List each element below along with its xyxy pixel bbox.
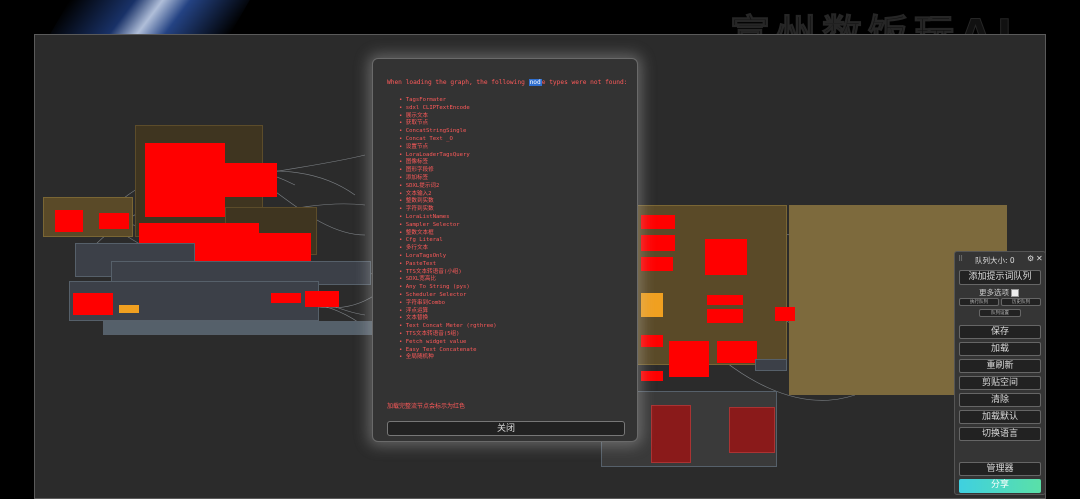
missing-node-item: 展示文本 [399,113,497,121]
missing-node-item: Any To String (pys) [399,284,497,292]
share-button[interactable]: 分享 [959,479,1041,493]
queue-panel: ⠿ 队列大小: 0 ⚙ ✕ 添加提示词队列 更多选项 执行队列 历史队列 队列设… [954,251,1046,495]
missing-node-item: 整数文本框 [399,230,497,238]
missing-node-item: 多行文本 [399,245,497,253]
missing-node[interactable] [221,163,277,197]
dialog-footer-note: 加载完整流节点会标示为红色 [387,403,466,410]
extra-options-label: 更多选项 [979,288,1009,297]
missing-node-item: 文本替换 [399,315,497,323]
missing-node[interactable] [669,341,709,377]
missing-node-item: LoraListNames [399,214,497,222]
view-history-button[interactable]: 历史队列 [1001,298,1041,306]
missing-node[interactable] [651,405,691,463]
missing-nodes-dialog: When loading the graph, the following no… [372,58,638,442]
missing-node-item: Easy Text Concatenate [399,347,497,355]
missing-node-item: PasteText [399,261,497,269]
missing-node[interactable] [99,213,129,229]
node-widget[interactable] [641,293,663,317]
clipspace-button[interactable]: 剪贴空间 [959,376,1041,390]
missing-node[interactable] [707,295,743,305]
view-queue-button[interactable]: 执行队列 [959,298,999,306]
missing-node-item: sdxl CLIPTextEncode [399,105,497,113]
refresh-button[interactable]: 重刷新 [959,359,1041,373]
missing-node-item: 图形字段修 [399,167,497,175]
missing-node[interactable] [717,341,757,363]
queue-prompt-button[interactable]: 添加提示词队列 [959,270,1041,285]
missing-node-item: SDXL宽高比 [399,276,497,284]
missing-node[interactable] [641,235,675,251]
dialog-message: When loading the graph, the following no… [387,79,627,86]
gear-icon[interactable]: ⚙ [1027,254,1035,263]
node-group-g[interactable] [103,321,373,335]
missing-node-item: Sampler Selector [399,222,497,230]
close-icon[interactable]: ✕ [1036,254,1043,263]
panel-header: ⠿ 队列大小: 0 ⚙ ✕ [955,252,1045,268]
missing-node[interactable] [145,143,225,217]
missing-node-item: Cfg Literal [399,237,497,245]
missing-node[interactable] [305,291,339,307]
missing-node[interactable] [641,335,663,347]
save-button[interactable]: 保存 [959,325,1041,339]
missing-node[interactable] [729,407,775,453]
dialog-message-highlight: nod [528,79,542,86]
missing-node[interactable] [641,215,675,229]
missing-node-item: 浮点运算 [399,308,497,316]
missing-node-item: Scheduler Selector [399,292,497,300]
drag-handle-icon[interactable]: ⠿ [958,255,964,263]
queue-size-label: 队列大小: 0 [975,256,1015,265]
background-light-streak [50,0,250,34]
missing-node[interactable] [55,210,83,232]
missing-node-item: LoraTagsOnly [399,253,497,261]
missing-node-item: TagsFormater [399,97,497,105]
clear-button[interactable]: 清除 [959,393,1041,407]
missing-node-item: 全局随机种 [399,354,497,362]
missing-node[interactable] [241,233,311,263]
missing-node-item: 设置节点 [399,144,497,152]
missing-node-item: 整数到实数 [399,198,497,206]
missing-node-item: TTS文本转语音(5组) [399,331,497,339]
close-button[interactable]: 关闭 [387,421,625,436]
node-group-right-c[interactable] [755,359,787,371]
missing-node[interactable] [641,257,673,271]
missing-node-item: Text Concat Meter (rgthree) [399,323,497,331]
manager-button[interactable]: 管理器 [959,462,1041,476]
missing-node-item: ConcatStringSingle [399,128,497,136]
missing-node-item: 获取节点 [399,120,497,128]
missing-node-item: 字符串到Combo [399,300,497,308]
missing-node-item: SDXL提示词2 [399,183,497,191]
missing-node[interactable] [641,371,663,381]
missing-node-item: 字符到实数 [399,206,497,214]
missing-node-item: 添加标签 [399,175,497,183]
load-button[interactable]: 加载 [959,342,1041,356]
missing-node-item: LoraLoaderTagsQuery [399,152,497,160]
extra-options[interactable]: 更多选项 [979,287,1019,298]
missing-node-item: TTS文本转语音(小组) [399,269,497,277]
missing-node[interactable] [73,293,113,315]
missing-node[interactable] [775,307,795,321]
dialog-message-before: When loading the graph, the following [387,79,529,86]
dialog-message-after: e types were not found: [541,79,628,86]
missing-node[interactable] [705,239,747,275]
load-default-button[interactable]: 加载默认 [959,410,1041,424]
missing-node-item: 文本输入2 [399,191,497,199]
view-more-button[interactable]: 队列设置 [979,309,1021,317]
missing-node[interactable] [271,293,301,303]
missing-node-list: TagsFormatersdxl CLIPTextEncode展示文本获取节点C… [399,97,497,362]
node-widget[interactable] [119,305,139,313]
switch-language-button[interactable]: 切换语言 [959,427,1041,441]
missing-node-item: 图像标签 [399,159,497,167]
missing-node[interactable] [707,309,743,323]
missing-node-item: Fetch widget value [399,339,497,347]
extra-options-checkbox[interactable] [1011,289,1019,297]
missing-node-item: Concat Text _O [399,136,497,144]
